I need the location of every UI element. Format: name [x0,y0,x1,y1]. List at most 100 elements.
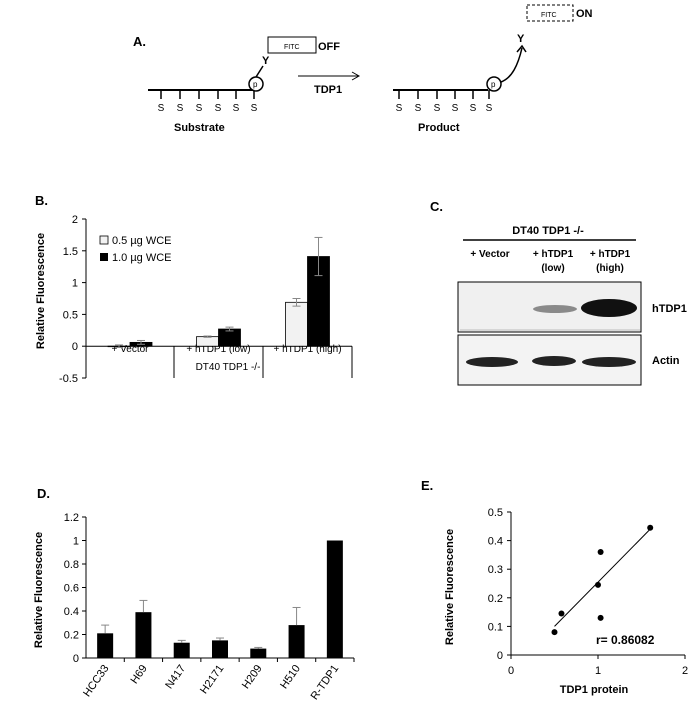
y-tick-label: 1 [72,278,78,290]
panel-e: E. Relative Fluorescence TDP1 protein r=… [421,478,688,696]
substrate-s-label: S [251,103,258,114]
y-tick-label: -0.5 [59,373,78,385]
htdp1-band-low [533,305,577,313]
product-s-label: S [452,103,459,114]
y-tick-label: 1.2 [64,512,79,524]
substrate-phosphate-label: p [253,80,258,89]
category-label: + hTDP1 (high) [273,344,341,355]
y-tick-label: 0 [72,341,78,353]
product-phosphate-circle [486,76,502,92]
bar [173,642,190,658]
category-label: N417 [163,663,188,691]
panel-c-title: DT40 TDP1 -/- [512,225,584,237]
scatter-point [597,549,604,556]
y-tick-label: 0.2 [488,593,503,605]
scatter-point [647,524,654,531]
legend-label-dark: 1.0 µg WCE [112,252,172,264]
on-label: ON [576,8,593,20]
bar [135,612,152,658]
substrate-s-label: S [196,103,203,114]
scatter-point [595,581,601,588]
y-tick-label: 0.4 [64,606,79,618]
substrate-linker [255,65,264,78]
product-label: Product [418,122,460,134]
category-label: H2171 [198,663,226,696]
blot-label-actin: Actin [652,355,680,367]
lane-3-label-line1: + hTDP1 [590,249,631,260]
blot-label-htdp1: hTDP1 [652,303,687,315]
product-s-label: S [415,103,422,114]
bar [218,328,241,347]
fit-line [554,528,651,627]
y-tick-label: 2 [72,214,78,226]
y-tick-label: 0 [73,653,79,665]
panel-d-ylabel: Relative Fluorescence [33,532,45,648]
legend-label-light: 0.5 µg WCE [112,235,172,247]
product-release-arrow [500,47,523,83]
bar [326,540,343,658]
y-tick-label: 0.5 [63,309,78,321]
fitc-box-off [267,36,317,54]
panel-b-ylabel: Relative Fluorescence [35,233,47,349]
lane-3-label-line2: (high) [596,263,624,274]
y-tick-label: 0.3 [488,564,503,576]
actin-band-low [532,356,576,366]
substrate-s-label: S [233,103,240,114]
legend-swatch-dark [100,253,108,261]
panel-e-r-label: r= 0.86082 [596,633,655,647]
panel-b-group-title: DT40 TDP1 -/- [196,362,261,373]
bar [97,633,114,658]
bar [288,625,305,658]
bar [250,648,267,658]
category-label: + Vector [112,344,150,355]
actin-band-high [582,357,636,367]
substrate-label: Substrate [174,122,225,134]
product-s-label: S [470,103,477,114]
panel-c-label: C. [430,199,443,214]
panel-d: D. Relative Fluorescence 1.2 1 0.8 0.6 0.4 0.… [33,486,355,702]
y-tick-label: 0.8 [64,559,79,571]
x-tick-label: 2 [682,665,688,677]
lane-1-label: + Vector [470,249,509,260]
substrate-s-label: S [177,103,184,114]
category-label: H69 [128,663,149,686]
x-tick-label: 1 [595,665,601,677]
fitc-on-text: FITC [541,12,557,19]
y-tick-label: 0.2 [64,630,79,642]
y-tick-label: 1 [73,536,79,548]
panel-d-label: D. [37,486,50,501]
substrate-y-label: Y [262,55,270,67]
y-tick-label: 0.6 [64,583,79,595]
category-label: R-TDP1 [309,663,342,702]
category-label: + hTDP1 (low) [186,344,250,355]
y-tick-label: 0.5 [488,507,503,519]
panel-e-xlabel: TDP1 protein [560,684,629,696]
bar [212,640,228,658]
bar [196,336,219,347]
product-s-label: S [434,103,441,114]
panel-b-label: B. [35,193,48,208]
fitc-off-text: FITC [284,44,300,51]
product-release-arrowhead [516,44,527,53]
panel-e-label: E. [421,478,433,493]
product-s-label: S [486,103,493,114]
panel-b: B. Relative Fluorescence 2 1.5 1 0.5 0 -0.5 + … [35,193,353,385]
reaction-arrowhead [351,71,361,81]
product-y-label: Y [517,33,525,45]
substrate-s-label: S [158,103,165,114]
fitc-box-on [526,4,574,22]
x-tick-label: 0 [508,665,514,677]
lane-2-label-line1: + hTDP1 [533,249,574,260]
scatter-point [558,610,565,617]
scatter-point [551,629,558,636]
scatter-point [597,614,604,621]
reaction-arrow-label: TDP1 [314,84,342,96]
legend-swatch-light [99,235,109,245]
product-phosphate-label: p [491,80,496,89]
panel-a-label: A. [133,34,146,49]
panel-c: C. DT40 TDP1 -/- + Vector + hTDP1 (low) … [430,199,687,386]
